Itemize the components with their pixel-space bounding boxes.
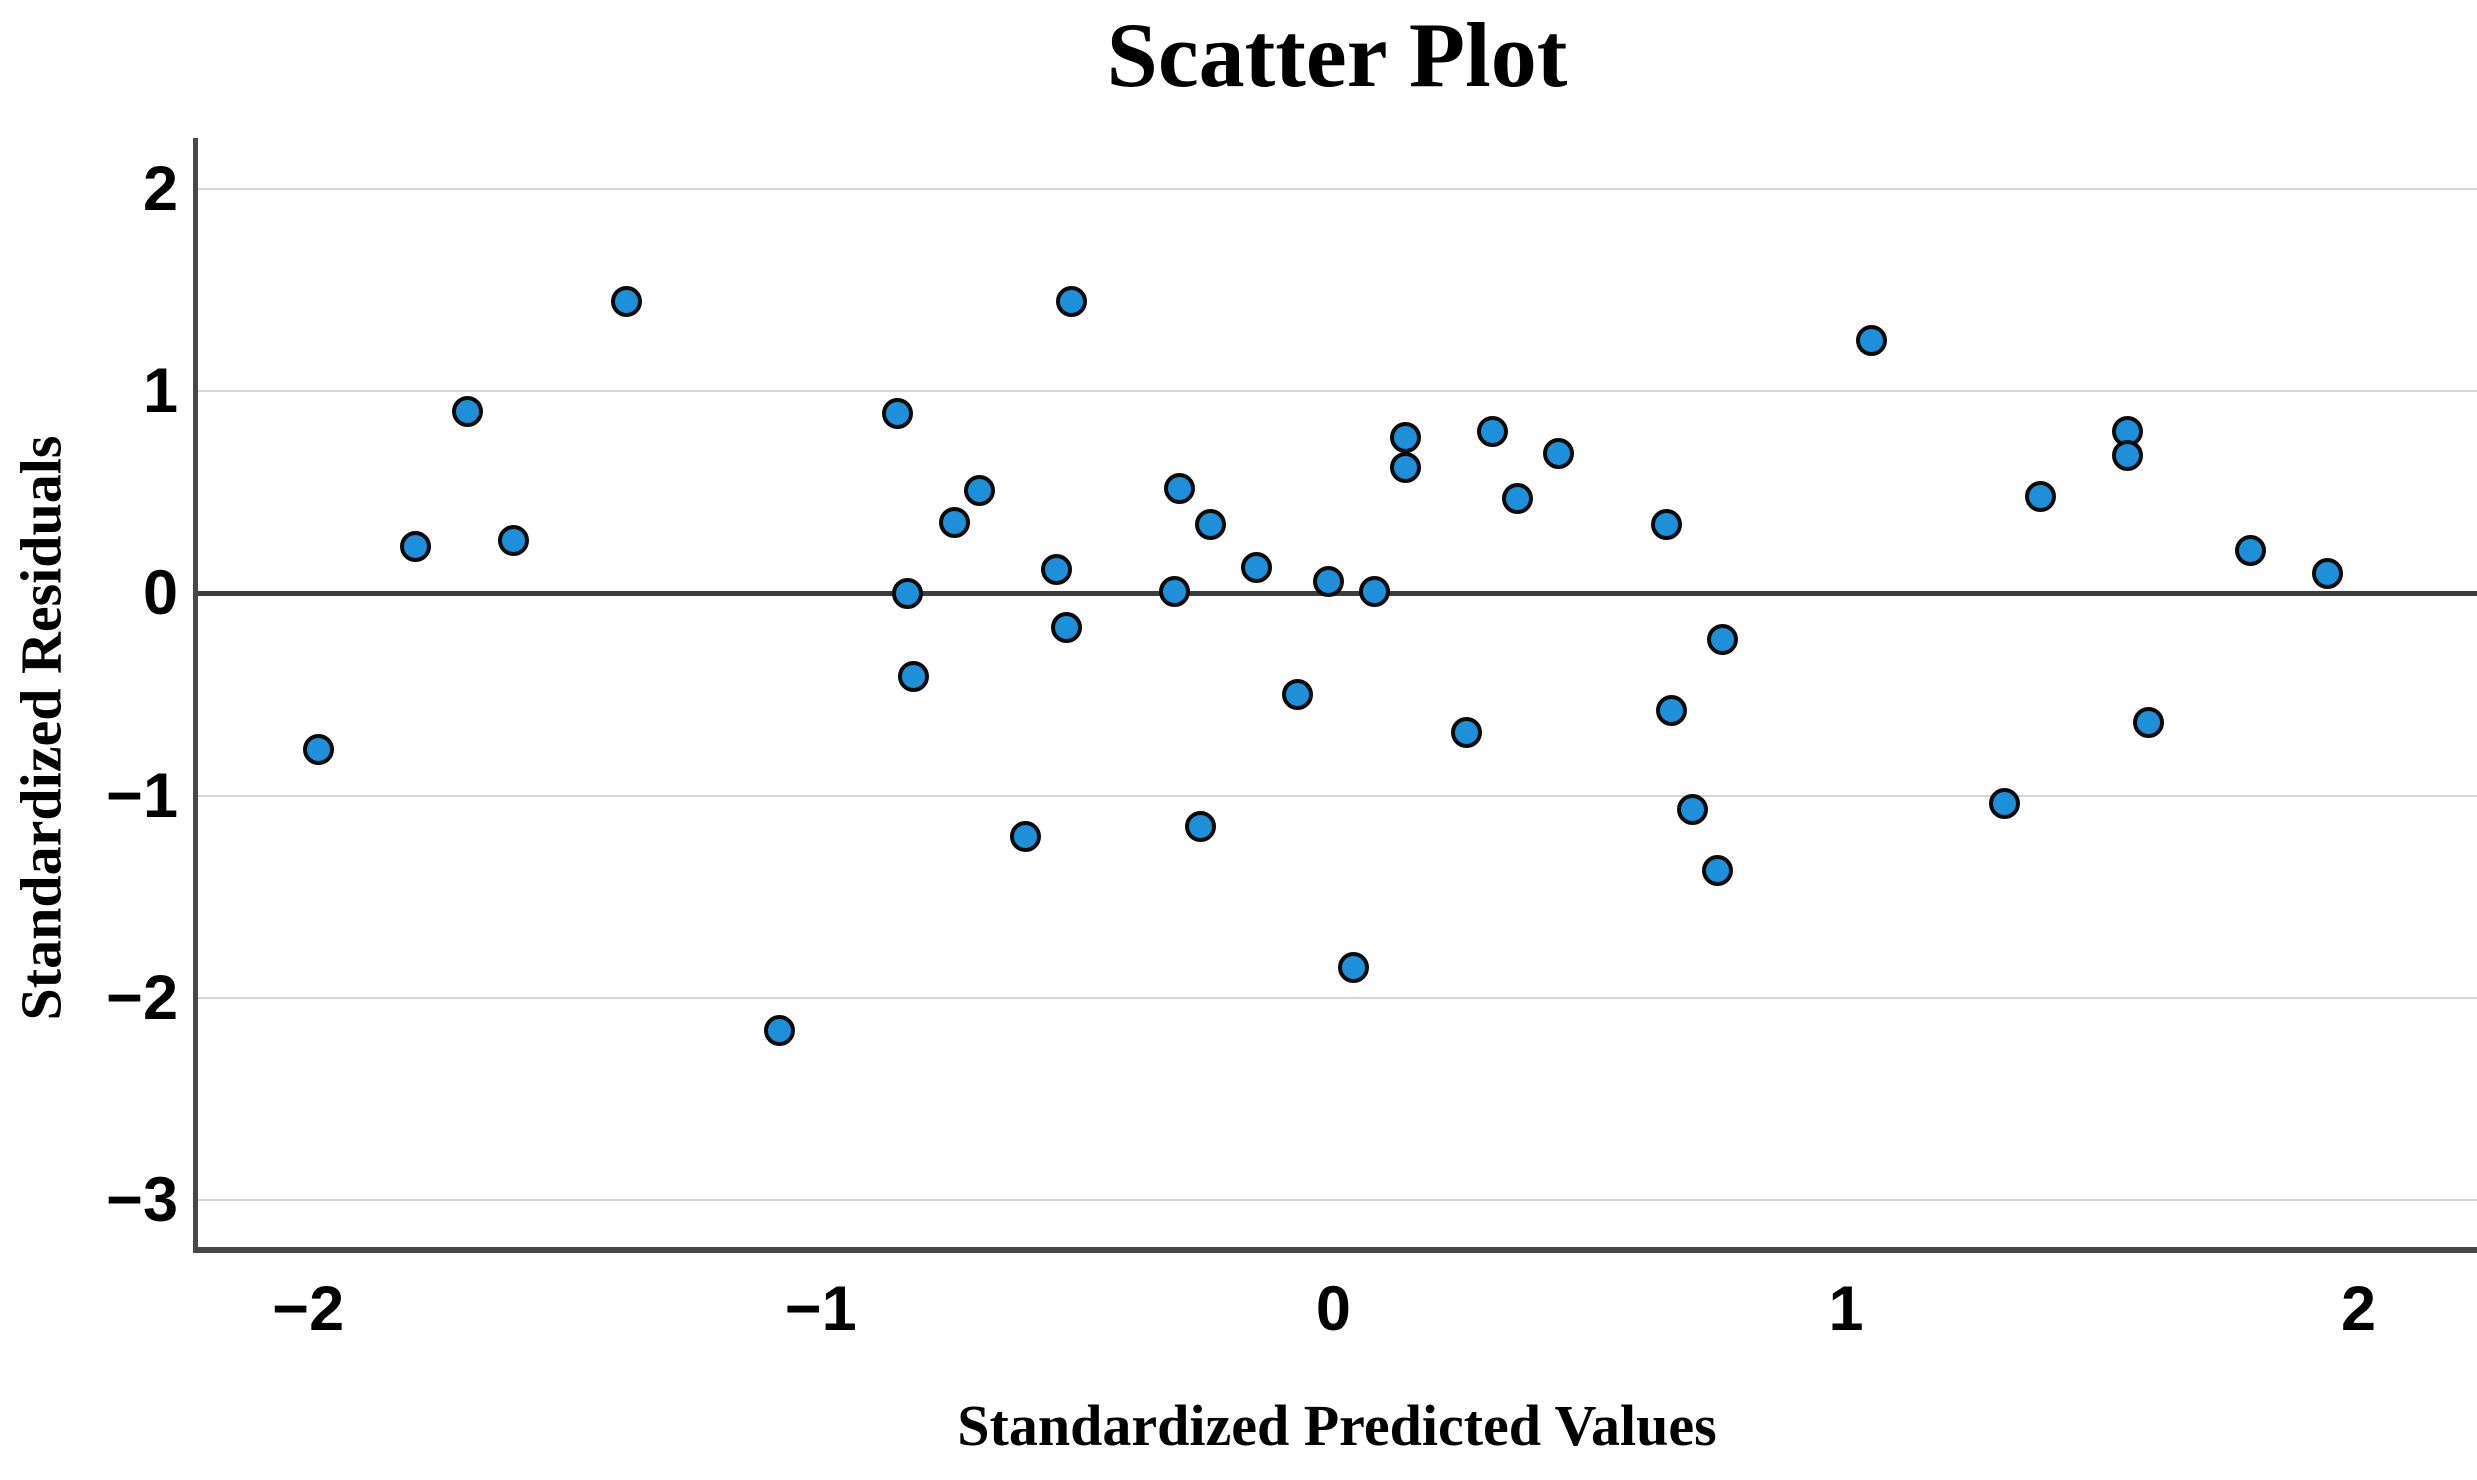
y-tick-label: −1 [106, 760, 178, 831]
data-point [897, 660, 929, 692]
y-tick-label: 1 [142, 355, 178, 426]
data-point [1389, 452, 1421, 484]
data-point [764, 1014, 796, 1046]
data-point [451, 395, 483, 427]
data-point [1651, 509, 1683, 541]
x-tick-label: 0 [1315, 1274, 1351, 1344]
data-point [938, 507, 970, 538]
x-tick-label: 2 [2341, 1274, 2377, 1344]
data-point [1451, 717, 1483, 749]
data-point [1476, 415, 1508, 447]
x-axis-title: Standardized Predicted Values [957, 1393, 1717, 1458]
data-point [1051, 612, 1083, 644]
data-point [1194, 509, 1226, 541]
y-tick-label: −2 [106, 963, 178, 1034]
data-point [1543, 438, 1575, 470]
data-point [2312, 557, 2344, 589]
x-tick-label: 1 [1828, 1274, 1864, 1344]
data-point [1041, 553, 1073, 585]
data-point [882, 397, 914, 429]
data-point [2235, 535, 2267, 567]
data-point [1312, 565, 1344, 597]
y-axis-title: Standardized Residuals [8, 435, 74, 1021]
y-gridline [197, 997, 2477, 1000]
data-point [610, 286, 642, 318]
y-gridline [197, 389, 2477, 392]
data-point [1010, 820, 1042, 852]
data-point [1159, 575, 1190, 607]
data-point [1241, 551, 1273, 583]
y-gridline [197, 187, 2477, 190]
data-point [1282, 679, 1314, 711]
x-tick-label: −2 [272, 1274, 345, 1344]
y-tick-label: −3 [106, 1165, 178, 1236]
y-axis-spine [193, 138, 198, 1250]
data-point [1989, 788, 2021, 820]
plot-area [197, 138, 2477, 1247]
data-point [964, 474, 996, 506]
data-point [1389, 422, 1421, 453]
chart-title: Scatter Plot [1106, 4, 1568, 106]
data-point [302, 733, 334, 765]
x-tick-label: −1 [784, 1274, 857, 1344]
y-tick-label: 0 [142, 558, 178, 629]
y-tick-label: 2 [142, 153, 178, 224]
data-point [1502, 482, 1534, 514]
data-point [1056, 286, 1088, 318]
y-gridline [197, 794, 2477, 797]
data-point [1676, 794, 1708, 826]
data-point [1184, 810, 1216, 842]
data-point [892, 577, 924, 609]
data-point [1707, 624, 1739, 656]
data-point [1164, 472, 1196, 504]
data-point [2112, 440, 2144, 472]
x-axis-spine [193, 1247, 2477, 1253]
data-point [1358, 575, 1390, 607]
y-gridline [197, 1199, 2477, 1202]
data-point [1656, 695, 1688, 727]
data-point [497, 525, 529, 557]
data-point [400, 531, 432, 563]
data-point [1338, 952, 1370, 984]
data-point [2025, 480, 2057, 512]
data-point [1856, 324, 1888, 356]
data-point [2132, 707, 2164, 739]
data-point [1702, 855, 1734, 887]
